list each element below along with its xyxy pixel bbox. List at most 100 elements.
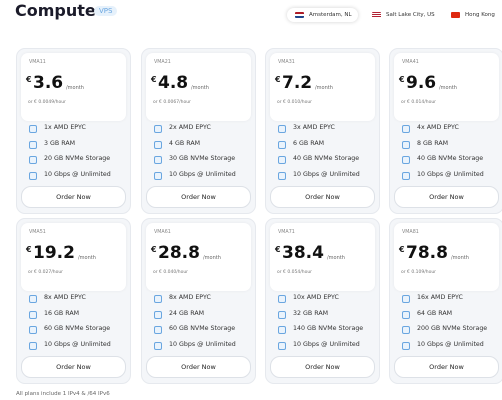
- feature: 8x AMD EPYC: [169, 294, 211, 301]
- price: 9.6: [406, 73, 437, 93]
- hourly-price: or € 0.109/hour: [401, 270, 437, 275]
- feature-icon: [402, 326, 410, 334]
- price-period: /month: [191, 85, 209, 91]
- plan-header: [394, 223, 499, 291]
- feature: 10x AMD EPYC: [293, 294, 339, 301]
- feature: 4x AMD EPYC: [417, 124, 459, 131]
- currency: €: [26, 75, 32, 84]
- feature-icon: [154, 125, 162, 133]
- order-button[interactable]: Order Now: [146, 356, 251, 378]
- price: 3.6: [33, 73, 64, 93]
- plan-name: VMA21: [154, 60, 171, 65]
- plan-card: VMA81 €78.8/month or € 0.109/hour 16x AMD E…: [389, 218, 502, 384]
- plan-card: VMA71 €38.4/month or € 0.054/hour 10x AMD E…: [265, 218, 380, 384]
- currency: €: [26, 245, 32, 254]
- order-button[interactable]: Order Now: [270, 356, 375, 378]
- feature: 10 Gbps @ Unlimited: [293, 340, 360, 348]
- price: 38.4: [282, 243, 324, 263]
- feature: 10 Gbps @ Unlimited: [169, 170, 236, 178]
- order-button[interactable]: Order Now: [394, 356, 499, 378]
- feature: 16 GB RAM: [44, 309, 80, 317]
- plan-card: VMA51 €19.2/month or € 0.027/hour 8x AMD EP…: [16, 218, 131, 384]
- feature: 64 GB RAM: [417, 309, 453, 317]
- plan-card: VMA41 €9.6/month or € 0.014/hour 4x AMD EPY…: [389, 48, 502, 214]
- feature-icon: [29, 341, 37, 350]
- feature-icon: [402, 171, 410, 180]
- feature-icon: [29, 140, 37, 149]
- order-button[interactable]: Order Now: [21, 186, 126, 208]
- location-tab[interactable]: Amsterdam, NL: [287, 8, 358, 22]
- feature: 20 GB NVMe Storage: [44, 155, 111, 162]
- feature: 32 GB RAM: [293, 309, 329, 317]
- feature-icon: [154, 140, 162, 149]
- plan-header: [146, 53, 251, 121]
- hourly-price: or € 0.0067/hour: [153, 100, 191, 105]
- location-tab[interactable]: Salt Lake City, US: [364, 8, 441, 22]
- flag-icon: [372, 12, 381, 18]
- feature-icon: [278, 156, 286, 164]
- currency: €: [275, 75, 281, 84]
- feature: 10 Gbps @ Unlimited: [44, 170, 111, 178]
- feature: 10 Gbps @ Unlimited: [44, 340, 111, 348]
- currency: €: [399, 75, 405, 84]
- currency: €: [151, 245, 157, 254]
- order-button[interactable]: Order Now: [270, 186, 375, 208]
- feature: 30 GB NVMe Storage: [169, 155, 236, 162]
- plan-card: VMA21 €4.8/month or € 0.0067/hour 2x AMD EP…: [141, 48, 256, 214]
- feature-icon: [154, 171, 162, 180]
- plan-name: VMA71: [278, 230, 295, 235]
- feature: 4 GB RAM: [169, 139, 201, 147]
- feature-icon: [154, 326, 162, 334]
- plan-header: [270, 53, 375, 121]
- feature-icon: [402, 140, 410, 149]
- feature: 60 GB NVMe Storage: [44, 325, 111, 332]
- plan-name: VMA31: [278, 60, 295, 65]
- location-tab[interactable]: Hong Kong: [443, 8, 501, 22]
- feature: 3x AMD EPYC: [293, 124, 335, 131]
- price-period: /month: [451, 255, 469, 261]
- badge: VPS: [94, 6, 118, 16]
- feature-icon: [154, 156, 162, 164]
- feature-icon: [402, 310, 410, 319]
- order-button[interactable]: Order Now: [394, 186, 499, 208]
- flag-icon: [451, 12, 460, 18]
- feature: 1x AMD EPYC: [44, 124, 86, 131]
- hourly-price: or € 0.027/hour: [28, 270, 64, 275]
- plan-name: VMA11: [29, 60, 46, 65]
- flag-icon: [295, 12, 304, 18]
- order-button[interactable]: Order Now: [21, 356, 126, 378]
- plan-header: [270, 223, 375, 291]
- hourly-price: or € 0.040/hour: [153, 270, 189, 275]
- footer-note: All plans include 1 IPv4 & /64 IPv6: [16, 391, 110, 397]
- feature: 24 GB RAM: [169, 309, 205, 317]
- feature: 10 Gbps @ Unlimited: [417, 170, 484, 178]
- page-title: Compute: [15, 1, 96, 20]
- feature: 8x AMD EPYC: [44, 294, 86, 301]
- hourly-price: or € 0.054/hour: [277, 270, 313, 275]
- feature-icon: [278, 295, 286, 303]
- price-period: /month: [203, 255, 221, 261]
- feature-icon: [278, 341, 286, 350]
- currency: €: [399, 245, 405, 254]
- price: 7.2: [282, 73, 313, 93]
- plan-name: VMA81: [402, 230, 419, 235]
- feature-icon: [402, 341, 410, 350]
- feature-icon: [402, 156, 410, 164]
- feature-icon: [29, 326, 37, 334]
- price-period: /month: [439, 85, 457, 91]
- feature-icon: [29, 125, 37, 133]
- feature-icon: [278, 140, 286, 149]
- order-button[interactable]: Order Now: [146, 186, 251, 208]
- feature: 140 GB NVMe Storage: [293, 325, 364, 332]
- plan-header: [394, 53, 499, 121]
- feature: 60 GB NVMe Storage: [169, 325, 236, 332]
- feature: 200 GB NVMe Storage: [417, 325, 488, 332]
- feature-icon: [278, 326, 286, 334]
- plan-card: VMA11 €3.6/month or € 0.0049/hour 1x AMD EP…: [16, 48, 131, 214]
- feature-icon: [154, 310, 162, 319]
- feature-icon: [29, 295, 37, 303]
- feature-icon: [402, 125, 410, 133]
- plan-name: VMA51: [29, 230, 46, 235]
- plan-header: [21, 223, 126, 291]
